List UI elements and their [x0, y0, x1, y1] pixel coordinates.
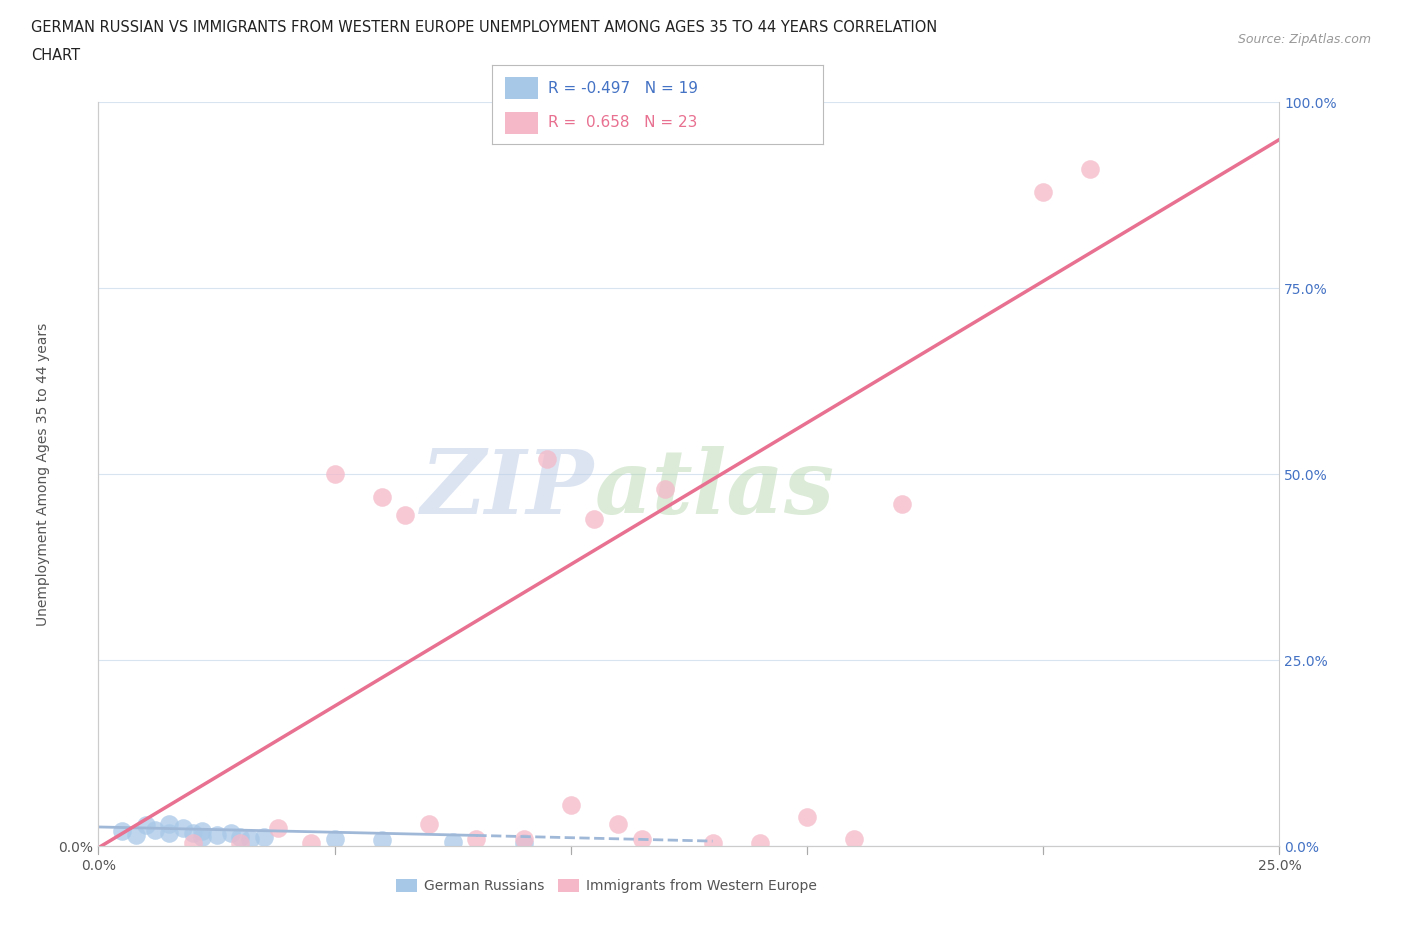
- Point: [654, 482, 676, 497]
- Point: [172, 820, 194, 835]
- Point: [394, 508, 416, 523]
- Point: [157, 817, 180, 831]
- Bar: [505, 77, 538, 100]
- Point: [607, 817, 630, 831]
- Point: [229, 830, 252, 844]
- Point: [536, 452, 558, 467]
- Point: [191, 824, 214, 839]
- Text: ZIP: ZIP: [420, 445, 595, 533]
- Point: [796, 809, 818, 824]
- Point: [560, 798, 582, 813]
- Bar: [505, 112, 538, 134]
- Point: [229, 835, 252, 850]
- Point: [1032, 184, 1054, 199]
- Point: [191, 830, 214, 844]
- Point: [219, 826, 242, 841]
- Point: [844, 831, 866, 846]
- Point: [583, 512, 606, 526]
- Text: R =  0.658   N = 23: R = 0.658 N = 23: [548, 115, 697, 130]
- Point: [512, 836, 534, 851]
- Point: [371, 489, 394, 504]
- Point: [890, 497, 912, 512]
- Text: CHART: CHART: [31, 48, 80, 63]
- Point: [253, 830, 276, 844]
- Point: [157, 826, 180, 841]
- Text: atlas: atlas: [595, 445, 834, 533]
- Point: [111, 824, 134, 839]
- Point: [465, 831, 488, 846]
- Point: [135, 818, 157, 833]
- Point: [125, 828, 148, 843]
- Text: GERMAN RUSSIAN VS IMMIGRANTS FROM WESTERN EUROPE UNEMPLOYMENT AMONG AGES 35 TO 4: GERMAN RUSSIAN VS IMMIGRANTS FROM WESTER…: [31, 20, 938, 35]
- Point: [181, 826, 204, 841]
- Point: [267, 820, 290, 835]
- Y-axis label: Unemployment Among Ages 35 to 44 years: Unemployment Among Ages 35 to 44 years: [37, 323, 51, 626]
- Point: [143, 822, 166, 837]
- Point: [371, 833, 394, 848]
- Point: [323, 467, 346, 482]
- Point: [512, 831, 534, 846]
- Point: [181, 835, 204, 850]
- Point: [239, 831, 262, 846]
- Point: [748, 835, 770, 850]
- Point: [418, 817, 440, 831]
- Point: [441, 834, 464, 849]
- Point: [1080, 162, 1102, 177]
- Text: R = -0.497   N = 19: R = -0.497 N = 19: [548, 81, 699, 96]
- Legend: German Russians, Immigrants from Western Europe: German Russians, Immigrants from Western…: [391, 874, 823, 899]
- Point: [299, 835, 322, 850]
- Point: [205, 828, 228, 843]
- Point: [323, 831, 346, 846]
- Point: [630, 831, 652, 846]
- Text: Source: ZipAtlas.com: Source: ZipAtlas.com: [1237, 33, 1371, 46]
- Point: [702, 835, 724, 850]
